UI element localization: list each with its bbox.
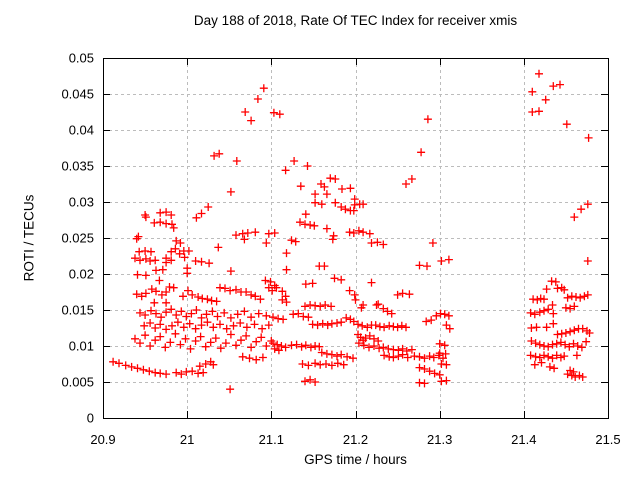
svg-text:0.02: 0.02 bbox=[69, 267, 94, 282]
chart-title: Day 188 of 2018, Rate Of TEC Index for r… bbox=[193, 13, 518, 28]
data-points bbox=[109, 69, 594, 394]
svg-text:0.035: 0.035 bbox=[61, 159, 94, 174]
x-axis-label: GPS time / hours bbox=[304, 452, 407, 467]
svg-text:0.025: 0.025 bbox=[61, 231, 94, 246]
svg-text:0.045: 0.045 bbox=[61, 87, 94, 102]
svg-text:0.04: 0.04 bbox=[69, 123, 94, 138]
svg-text:0.005: 0.005 bbox=[61, 375, 94, 390]
svg-text:21: 21 bbox=[180, 432, 194, 447]
svg-text:0.05: 0.05 bbox=[69, 51, 94, 66]
svg-text:21.1: 21.1 bbox=[259, 432, 284, 447]
grid-lines bbox=[103, 58, 608, 418]
svg-text:20.9: 20.9 bbox=[90, 432, 115, 447]
svg-text:21.5: 21.5 bbox=[595, 432, 620, 447]
svg-text:0.015: 0.015 bbox=[61, 303, 94, 318]
plot-border bbox=[103, 58, 609, 419]
svg-text:21.2: 21.2 bbox=[343, 432, 368, 447]
svg-text:0.01: 0.01 bbox=[69, 339, 94, 354]
svg-text:0.03: 0.03 bbox=[69, 195, 94, 210]
svg-text:21.4: 21.4 bbox=[511, 432, 536, 447]
x-tick-labels: 20.9 21 21.1 21.2 21.3 21.4 21.5 bbox=[90, 432, 620, 447]
svg-text:21.3: 21.3 bbox=[427, 432, 452, 447]
scatter-plus-markers bbox=[109, 69, 594, 394]
y-tick-labels: 0 0.005 0.01 0.015 0.02 0.025 0.03 0.035 0.04 0.0… bbox=[61, 51, 94, 426]
svg-text:0: 0 bbox=[87, 411, 94, 426]
